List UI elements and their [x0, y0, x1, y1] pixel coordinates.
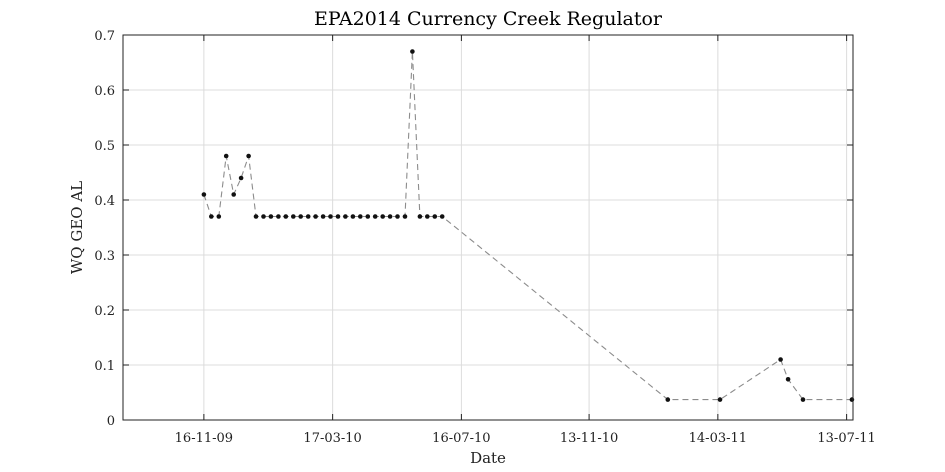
data-point — [246, 153, 251, 159]
series-line — [203, 51, 852, 401]
data-point — [395, 214, 400, 219]
data-point — [261, 214, 266, 219]
y-tick-label: 0.4 — [94, 194, 115, 209]
data-point — [800, 397, 806, 402]
data-point — [432, 214, 438, 219]
data-point — [439, 214, 445, 219]
data-point — [425, 214, 430, 219]
data-point — [372, 214, 378, 219]
x-tick-label: 17-03-10 — [303, 431, 361, 446]
data-point — [387, 214, 393, 219]
data-point — [216, 214, 222, 219]
data-point — [283, 214, 289, 219]
data-point — [253, 214, 259, 219]
y-tick-label: 0.7 — [94, 29, 115, 44]
data-point — [365, 214, 371, 219]
data-point — [402, 214, 408, 219]
data-point — [380, 214, 386, 219]
data-point — [358, 214, 363, 219]
data-point — [778, 357, 783, 362]
series-layer — [201, 49, 855, 402]
data-point — [305, 214, 311, 219]
y-axis-label: WQ GEO AL — [68, 181, 86, 274]
x-tick-label: 13-07-11 — [817, 431, 875, 446]
grid — [123, 34, 853, 421]
chart-title: EPA2014 Currency Creek Regulator — [314, 8, 663, 30]
data-point — [417, 214, 423, 219]
data-point — [223, 153, 229, 159]
data-point — [276, 214, 281, 219]
x-tick-label: 13-11-10 — [560, 431, 618, 446]
data-point — [313, 214, 318, 219]
plot-frame — [122, 34, 854, 421]
data-point — [717, 397, 723, 402]
data-point — [343, 214, 348, 219]
data-point — [268, 214, 274, 219]
data-point — [320, 214, 326, 219]
y-tick-label: 0.3 — [94, 249, 115, 264]
x-tick-label: 16-07-10 — [432, 431, 490, 446]
axis-ticks: 0 0.1 0.2 0.3 0.4 0.5 0.6 0.7 16-11-09 17-03-10 16… — [94, 29, 876, 446]
x-axis-label: Date — [470, 449, 506, 467]
data-point — [410, 49, 415, 54]
data-point — [785, 377, 791, 382]
y-tick-label: 0 — [107, 414, 115, 429]
data-point — [231, 192, 236, 197]
data-point — [298, 214, 304, 219]
data-point — [665, 397, 671, 402]
y-tick-label: 0.1 — [94, 359, 115, 374]
x-tick-label: 16-11-09 — [175, 431, 233, 446]
data-point — [238, 175, 244, 181]
data-point — [291, 214, 296, 219]
data-point — [201, 192, 207, 197]
x-tick-label: 14-03-11 — [689, 431, 747, 446]
y-tick-label: 0.6 — [94, 84, 115, 99]
data-point — [849, 397, 855, 402]
data-point — [328, 214, 333, 219]
data-point — [350, 214, 356, 219]
y-tick-label: 0.5 — [94, 139, 115, 154]
data-point — [335, 214, 341, 219]
data-point — [209, 214, 214, 219]
y-tick-label: 0.2 — [94, 304, 115, 319]
